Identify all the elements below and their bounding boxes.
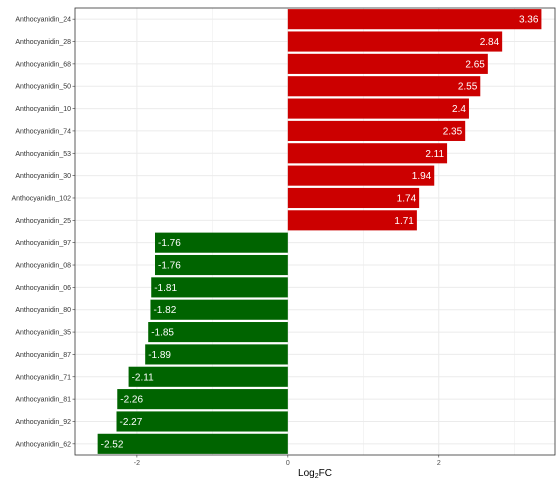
category-label: Anthocyanidin_10 xyxy=(15,106,71,113)
bar-Anthocyanidin_28 xyxy=(287,31,503,52)
x-tick-labels: -2 0 2 xyxy=(134,455,441,467)
category-label: Anthocyanidin_74 xyxy=(15,128,71,135)
category-label: Anthocyanidin_08 xyxy=(15,263,71,270)
x-tick-label: 0 xyxy=(286,460,290,467)
value-label: 2.4 xyxy=(452,104,466,115)
bar-Anthocyanidin_80 xyxy=(150,299,288,320)
category-label: Anthocyanidin_68 xyxy=(15,61,71,68)
category-label: Anthocyanidin_92 xyxy=(15,419,71,426)
category-label: Anthocyanidin_30 xyxy=(15,173,71,180)
category-label: Anthocyanidin_06 xyxy=(15,285,71,292)
category-label: Anthocyanidin_25 xyxy=(15,218,71,225)
bar-Anthocyanidin_25 xyxy=(287,210,417,231)
value-label: -2.52 xyxy=(101,439,124,450)
value-label: 2.11 xyxy=(425,149,444,160)
bar-Anthocyanidin_87 xyxy=(145,344,288,365)
value-label: 1.94 xyxy=(412,171,432,182)
value-label: -1.89 xyxy=(148,350,171,361)
value-labels: 3.36 2.84 2.65 2.55 2.4 2.35 2.11 1.94 1.74 1.71 -… xyxy=(101,15,539,451)
bar-Anthocyanidin_81 xyxy=(117,389,288,410)
bar-Anthocyanidin_53 xyxy=(287,143,448,164)
x-tick-label: -2 xyxy=(134,460,140,467)
value-label: 3.36 xyxy=(519,15,539,26)
bar-Anthocyanidin_08 xyxy=(155,254,288,276)
bar-Anthocyanidin_71 xyxy=(128,366,288,387)
value-label: -2.27 xyxy=(120,417,143,428)
value-label: 2.65 xyxy=(465,59,485,70)
category-label: Anthocyanidin_28 xyxy=(15,39,71,46)
value-label: 2.35 xyxy=(443,126,463,137)
category-label: Anthocyanidin_81 xyxy=(15,397,71,404)
bar-Anthocyanidin_06 xyxy=(151,277,288,298)
bars xyxy=(97,9,542,454)
bar-Anthocyanidin_74 xyxy=(287,120,466,141)
category-labels: Anthocyanidin_24 Anthocyanidin_28 Anthocya… xyxy=(11,17,75,448)
value-label: -1.85 xyxy=(151,328,174,339)
value-label: -1.81 xyxy=(154,283,177,294)
category-label: Anthocyanidin_87 xyxy=(15,352,71,359)
category-label: Anthocyanidin_35 xyxy=(15,330,71,337)
bar-Anthocyanidin_35 xyxy=(148,322,288,343)
value-label: 2.55 xyxy=(458,82,478,93)
bar-Anthocyanidin_97 xyxy=(155,232,288,253)
category-label: Anthocyanidin_71 xyxy=(15,374,71,381)
value-label: 1.74 xyxy=(397,193,417,204)
category-label: Anthocyanidin_102 xyxy=(11,195,71,202)
bar-Anthocyanidin_24 xyxy=(287,9,542,30)
category-label: Anthocyanidin_97 xyxy=(15,240,71,247)
category-label: Anthocyanidin_50 xyxy=(15,84,71,91)
bar-Anthocyanidin_62 xyxy=(97,433,288,454)
panel-border xyxy=(74,7,556,456)
grid-lines xyxy=(75,8,555,455)
category-label: Anthocyanidin_62 xyxy=(15,441,71,448)
category-label: Anthocyanidin_24 xyxy=(15,17,71,24)
bar-Anthocyanidin_30 xyxy=(287,165,435,186)
category-label: Anthocyanidin_53 xyxy=(15,151,71,158)
bar-Anthocyanidin_10 xyxy=(287,98,469,119)
value-label: -1.76 xyxy=(158,238,181,249)
value-label: 1.71 xyxy=(394,216,414,227)
bar-Anthocyanidin_92 xyxy=(116,411,288,432)
bar-Anthocyanidin_102 xyxy=(287,187,420,209)
value-label: -1.82 xyxy=(153,305,176,316)
x-axis-title: Log2FC xyxy=(298,468,332,479)
bar-Anthocyanidin_50 xyxy=(287,76,481,97)
value-label: -2.11 xyxy=(132,372,154,383)
value-label: 2.84 xyxy=(480,37,500,48)
category-label: Anthocyanidin_80 xyxy=(15,307,71,314)
x-tick-label: 2 xyxy=(437,460,441,467)
value-label: -2.26 xyxy=(120,395,143,406)
value-label: -1.76 xyxy=(158,261,181,272)
bar-Anthocyanidin_68 xyxy=(287,53,488,74)
